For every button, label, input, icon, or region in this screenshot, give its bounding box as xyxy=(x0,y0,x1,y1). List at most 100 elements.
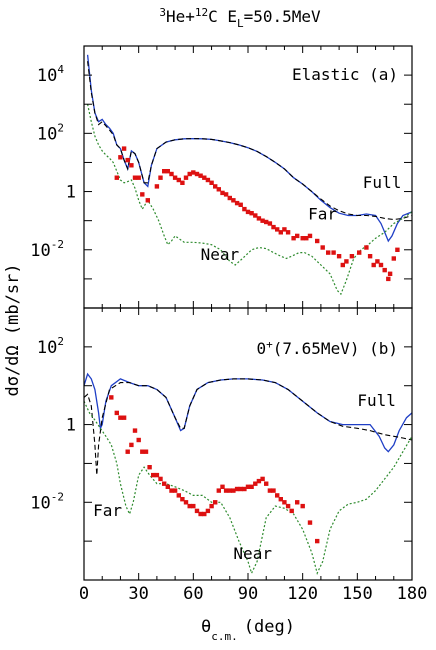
x-tick-label: 150 xyxy=(342,584,373,604)
data-point xyxy=(129,163,134,168)
x-tick-label: 60 xyxy=(183,584,203,604)
data-point xyxy=(198,511,203,517)
data-point xyxy=(242,486,247,492)
data-point xyxy=(216,488,221,493)
data-point xyxy=(213,500,218,505)
data-point xyxy=(300,503,305,509)
y-tick-label: 102 xyxy=(37,335,64,358)
data-point xyxy=(344,259,349,264)
x-tick-label: 30 xyxy=(128,584,148,604)
data-point xyxy=(183,175,189,180)
data-point xyxy=(275,493,280,498)
data-point xyxy=(267,221,273,226)
data-point xyxy=(271,488,276,493)
data-point xyxy=(253,481,258,486)
data-point xyxy=(249,211,254,216)
data-point xyxy=(176,177,181,183)
data-point xyxy=(307,520,313,525)
data-point xyxy=(147,465,152,470)
data-point xyxy=(118,415,123,420)
data-point xyxy=(169,171,174,177)
data-point xyxy=(154,472,160,478)
y-tick-label: 102 xyxy=(37,121,64,144)
data-point xyxy=(367,254,373,259)
data-point xyxy=(387,271,393,276)
data-point xyxy=(245,209,251,215)
data-point xyxy=(145,198,150,203)
data-point xyxy=(289,508,294,514)
data-point xyxy=(307,233,313,239)
data-point xyxy=(125,157,130,163)
x-axis-title: θc.m. (deg) xyxy=(201,617,295,643)
near-curve xyxy=(87,104,413,296)
data-point xyxy=(260,476,265,482)
data-point xyxy=(285,503,291,509)
data-point xyxy=(121,415,127,420)
far-curve xyxy=(87,61,413,221)
data-point xyxy=(205,177,211,183)
near-curve xyxy=(83,400,413,575)
data-point xyxy=(140,192,145,197)
data-point xyxy=(320,245,325,250)
data-point xyxy=(336,254,342,259)
data-point xyxy=(315,538,320,544)
data-point xyxy=(187,171,192,177)
x-tick-label: 120 xyxy=(287,584,318,604)
data-point xyxy=(391,256,396,261)
data-point xyxy=(213,184,218,189)
data-point xyxy=(205,508,211,514)
data-point xyxy=(121,146,127,151)
data-point xyxy=(227,488,232,493)
data-point xyxy=(191,503,196,509)
curve-label-full: Full xyxy=(357,391,396,410)
data-point xyxy=(202,175,207,180)
x-tick-label: 0 xyxy=(79,584,89,604)
data-point xyxy=(169,488,174,493)
data-point xyxy=(132,175,138,180)
data-point xyxy=(220,484,225,489)
data-point xyxy=(209,503,214,509)
data-point xyxy=(315,238,320,244)
data-point xyxy=(256,216,262,221)
data-point xyxy=(187,503,192,509)
x-tick-label: 90 xyxy=(238,584,258,604)
data-point xyxy=(129,442,134,448)
data-point xyxy=(220,190,225,196)
data-point xyxy=(278,230,283,235)
data-point xyxy=(223,192,229,197)
data-point xyxy=(165,169,170,174)
y-axis-title: dσ/dΩ (mb/sr) xyxy=(3,263,23,396)
data-point xyxy=(143,449,149,454)
data-point xyxy=(282,227,287,232)
data-point xyxy=(151,472,156,478)
data-point xyxy=(357,250,362,255)
data-point xyxy=(227,195,232,201)
data-point xyxy=(285,230,291,235)
curve-label-far: Far xyxy=(93,501,122,520)
data-point xyxy=(223,488,229,493)
data-point xyxy=(238,202,243,207)
data-point xyxy=(216,187,221,192)
panel-elastic: 104 102 1 10-2 Elastic (a) Full Far Near xyxy=(30,45,413,309)
data-point xyxy=(194,508,200,514)
data-point xyxy=(242,206,247,212)
data-point xyxy=(395,247,400,252)
data-point xyxy=(162,169,167,174)
data-point xyxy=(264,219,269,225)
data-point xyxy=(253,213,258,218)
data-point xyxy=(331,250,336,255)
data-point xyxy=(209,180,214,185)
data-point xyxy=(349,254,355,259)
data-point xyxy=(172,488,178,493)
data-point xyxy=(256,478,262,484)
data-point xyxy=(267,488,273,493)
curve-label-full: Full xyxy=(363,173,402,192)
data-point xyxy=(158,175,163,180)
data-point xyxy=(114,175,119,180)
data-point xyxy=(180,180,185,185)
data-point xyxy=(136,437,141,443)
x-tick-label: 180 xyxy=(397,584,428,604)
data-point xyxy=(198,173,203,178)
data-point xyxy=(278,497,283,502)
data-point xyxy=(249,484,254,489)
